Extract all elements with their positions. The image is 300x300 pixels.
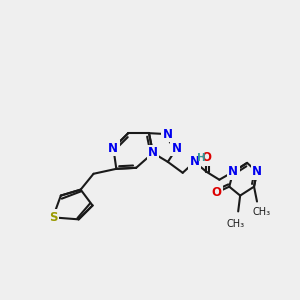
Text: CH₃: CH₃: [253, 208, 271, 218]
Text: CH₃: CH₃: [226, 219, 244, 230]
Text: S: S: [49, 211, 57, 224]
Text: N: N: [108, 142, 118, 154]
Text: N: N: [148, 146, 158, 160]
Text: N: N: [252, 165, 262, 178]
Text: N: N: [190, 155, 200, 168]
Text: H: H: [197, 153, 206, 163]
Text: O: O: [212, 186, 221, 199]
Text: O: O: [202, 152, 212, 164]
Text: N: N: [172, 142, 182, 154]
Text: N: N: [228, 165, 238, 178]
Text: N: N: [163, 128, 173, 141]
